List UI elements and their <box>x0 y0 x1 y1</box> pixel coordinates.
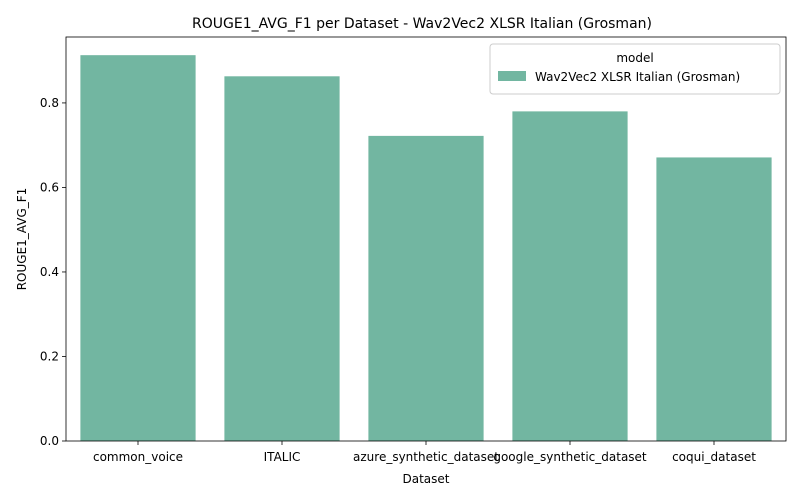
bar-google_synthetic_dataset <box>512 111 628 441</box>
x-tick-label: coqui_dataset <box>672 450 756 464</box>
legend-swatch <box>498 71 526 81</box>
bar-azure_synthetic_dataset <box>368 135 484 441</box>
bar-coqui_dataset <box>656 157 772 441</box>
x-tick-label: google_synthetic_dataset <box>493 450 647 464</box>
legend-box <box>489 43 781 95</box>
bar-common_voice <box>80 55 196 442</box>
y-axis-label: ROUGE1_AVG_F1 <box>15 188 29 291</box>
x-tick-label: common_voice <box>93 450 183 464</box>
x-axis: common_voice ITALIC azure_synthetic_datase… <box>93 441 756 464</box>
legend-title: model <box>616 51 653 65</box>
y-tick-label: 0.8 <box>40 96 59 110</box>
x-tick-label: azure_synthetic_dataset <box>353 450 499 464</box>
x-tick-label: ITALIC <box>264 450 301 464</box>
plot-frame <box>65 36 787 442</box>
chart-title: ROUGE1_AVG_F1 per Dataset - Wav2Vec2 XLS… <box>192 16 652 32</box>
bar-ITALIC <box>224 76 340 441</box>
legend-entry: Wav2Vec2 XLSR Italian (Grosman) <box>535 70 740 84</box>
y-tick-label: 0.2 <box>40 349 59 363</box>
x-axis-label: Dataset <box>403 472 450 486</box>
legend: model Wav2Vec2 XLSR Italian (Grosman) <box>489 43 781 95</box>
y-tick-label: 0.0 <box>40 434 59 448</box>
y-axis: 0.0 0.2 0.4 0.6 0.8 <box>40 96 66 448</box>
y-tick-label: 0.4 <box>40 265 59 279</box>
y-tick-label: 0.6 <box>40 180 59 194</box>
bars-group <box>80 55 772 442</box>
